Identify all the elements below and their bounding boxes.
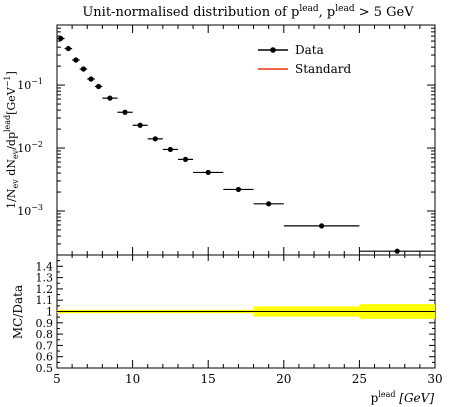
chart-title: Unit-normalised distribution of plead, p… — [82, 4, 414, 20]
ratio-y-tick-label: 1.3 — [36, 272, 54, 285]
ratio-y-tick-label: 0.5 — [36, 362, 54, 375]
main-plot-frame — [56, 24, 436, 256]
legend: Data Standard — [258, 43, 351, 76]
y-tick-label: 10−1 — [17, 77, 43, 92]
data-point — [73, 57, 79, 63]
ratio-y-tick-label: 0.9 — [36, 317, 54, 330]
x-tick-label: 20 — [276, 372, 291, 386]
data-point — [58, 35, 64, 42]
legend-data-label: Data — [295, 43, 324, 57]
data-point — [167, 146, 173, 153]
x-tick-label: 15 — [201, 372, 216, 386]
x-tick-label: 25 — [352, 372, 367, 386]
data-point — [80, 66, 87, 72]
legend-data-marker — [270, 47, 276, 53]
ratio-y-tick-label: 1.1 — [36, 294, 54, 307]
data-point — [182, 156, 189, 162]
data-point — [152, 136, 158, 142]
data-point — [107, 95, 113, 101]
data-point — [137, 122, 143, 128]
x-tick-label: 30 — [427, 372, 442, 386]
x-tick-label: 10 — [125, 372, 140, 386]
data-point — [95, 83, 102, 90]
data-point — [205, 169, 211, 176]
ratio-y-tick-label: 0.8 — [36, 328, 54, 341]
data-point — [122, 109, 128, 115]
data-point — [235, 186, 242, 193]
ratio-y-tick-label: 1 — [46, 306, 53, 319]
data-point — [394, 248, 400, 254]
x-tick-label: 5 — [53, 372, 61, 386]
legend-standard-label: Standard — [295, 62, 351, 76]
data-point — [65, 45, 71, 52]
ratio-y-axis-label: MC/Data — [11, 285, 25, 339]
main-y-axis-label: 1/Nev dNev/dplead[GeV−1] — [3, 71, 20, 209]
ratio-y-tick-label: 0.7 — [36, 339, 54, 352]
data-point — [266, 201, 272, 207]
x-axis-label: plead [GeV] — [371, 390, 435, 405]
ratio-y-tick-label: 1.2 — [36, 283, 54, 296]
y-tick-label: 10−3 — [17, 203, 43, 218]
ratio-y-tick-label: 1.4 — [36, 260, 54, 273]
ratio-y-tick-label: 0.6 — [36, 351, 54, 364]
data-point — [88, 76, 94, 82]
data-point — [319, 223, 325, 229]
y-tick-label: 10−2 — [17, 140, 43, 155]
